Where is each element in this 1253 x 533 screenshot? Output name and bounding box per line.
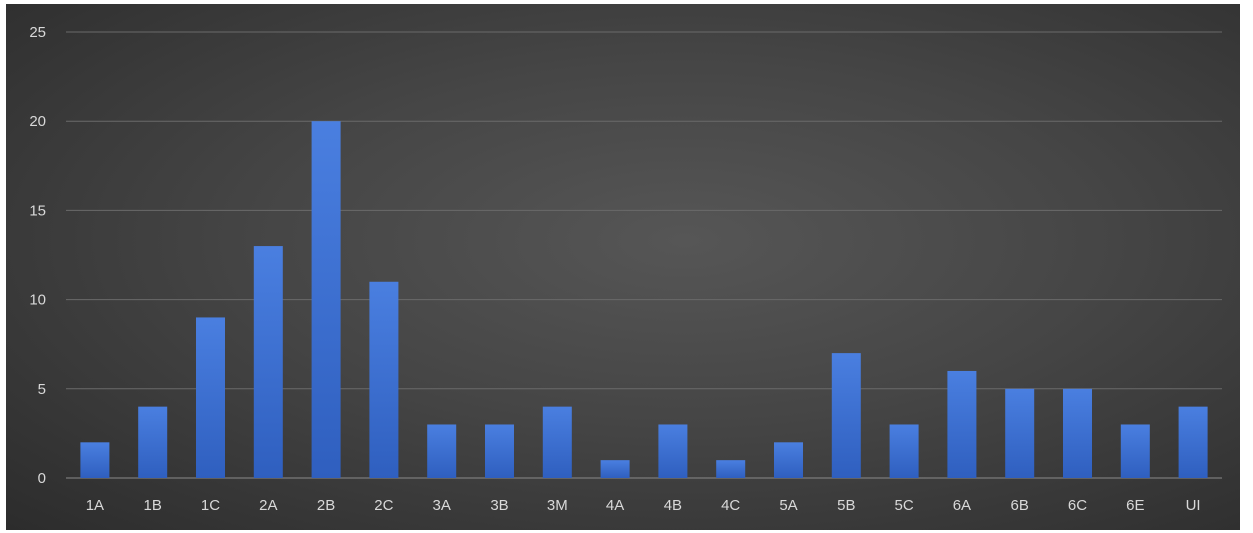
- x-tick-label: 5B: [837, 497, 855, 514]
- x-tick-label: 6A: [953, 497, 971, 514]
- bar-6A: [947, 370, 977, 478]
- bar-2A: [253, 246, 283, 478]
- x-tick-label: 4A: [606, 497, 624, 514]
- x-tick-label: 2B: [317, 497, 335, 514]
- x-tick-label: 3M: [547, 497, 568, 514]
- x-tick-label: 1B: [144, 497, 162, 514]
- x-tick-label: 2C: [374, 497, 393, 514]
- x-tick-label: 6E: [1126, 497, 1144, 514]
- bar-4A: [600, 460, 630, 478]
- bar-2B: [311, 121, 341, 478]
- bar-5A: [774, 442, 803, 478]
- x-tick-label: 6B: [1011, 497, 1029, 514]
- bar-5C: [889, 424, 919, 478]
- x-tick-label: 2A: [259, 497, 277, 514]
- bars: [80, 121, 1208, 478]
- bar-3M: [542, 406, 572, 478]
- bar-3A: [427, 424, 457, 478]
- x-tick-label: 3A: [433, 497, 451, 514]
- x-tick-label: 4C: [721, 497, 740, 514]
- y-tick-label: 15: [29, 202, 46, 219]
- bar-5B: [831, 353, 861, 478]
- y-tick-label: 10: [29, 292, 46, 309]
- y-tick-label: 25: [29, 24, 46, 41]
- bar-1A: [80, 442, 110, 478]
- y-axis-tick-labels: 0 5 10 15 20 25: [29, 24, 46, 487]
- bar-2C: [369, 281, 399, 478]
- bar-6E: [1120, 424, 1150, 478]
- x-axis-tick-labels: 1A 1B 1C 2A 2B 2C 3A 3B 3M 4A 4B 4C 5A 5B 5C 6A 6B 6C 6E UI: [86, 497, 1201, 514]
- x-tick-label: 1A: [86, 497, 104, 514]
- x-tick-label: 4B: [664, 497, 682, 514]
- bar-1C: [196, 317, 225, 478]
- bar-4C: [716, 460, 746, 478]
- bar-1B: [138, 406, 168, 478]
- gridlines: [66, 31, 1222, 479]
- bar-4B: [658, 424, 688, 478]
- bar-UI: [1178, 406, 1208, 478]
- x-tick-label: 5A: [779, 497, 797, 514]
- x-tick-label: 3B: [490, 497, 508, 514]
- y-tick-label: 20: [29, 113, 46, 130]
- x-tick-label: UI: [1186, 497, 1201, 514]
- y-tick-label: 5: [38, 381, 46, 398]
- bar-6B: [1005, 388, 1035, 478]
- y-tick-label: 0: [38, 470, 46, 487]
- x-tick-label: 5C: [895, 497, 914, 514]
- x-tick-label: 1C: [201, 497, 220, 514]
- x-tick-label: 6C: [1068, 497, 1087, 514]
- bar-6C: [1063, 388, 1092, 478]
- bar-3B: [485, 424, 514, 478]
